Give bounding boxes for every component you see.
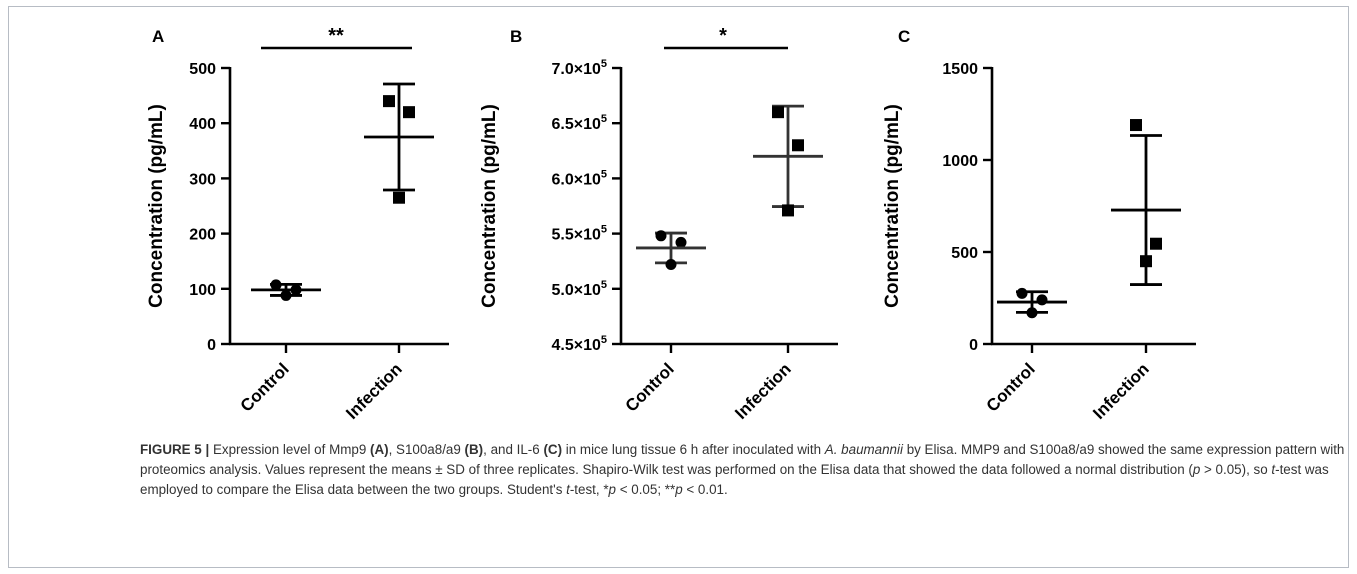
- caption-panel-ref: (B): [464, 442, 484, 457]
- significance-label: **: [328, 25, 344, 47]
- x-tick-label: Infection: [342, 359, 406, 423]
- data-point-circle: [665, 259, 677, 271]
- chart-panel-a: A 0 100 200 300 400 500 Concentration (pg/mL) Co…: [146, 25, 449, 423]
- data-point-square: [1150, 237, 1162, 250]
- data-point-square: [782, 204, 794, 217]
- data-point-square: [393, 191, 405, 204]
- chart-panel-c: C 0 500 1000 1500 Concentration (pg/mL) Contro…: [882, 27, 1196, 423]
- data-point-square: [403, 106, 415, 119]
- y-tick-label: 4.5×105: [551, 334, 607, 354]
- x-tick-label: Infection: [1089, 359, 1153, 423]
- caption-species: A. baumannii: [824, 442, 903, 457]
- data-point-square: [383, 95, 395, 108]
- caption-text: in mice lung tissue 6 h after inoculated…: [562, 442, 825, 457]
- data-point-circle: [270, 279, 282, 291]
- data-point-circle: [1016, 287, 1028, 299]
- y-tick-label: 7.0×105: [551, 58, 607, 78]
- caption-text: > 0.05), so: [1200, 462, 1272, 477]
- figure-panels: A 0 100 200 300 400 500 Concentration (pg/mL) Co…: [146, 25, 1196, 423]
- data-point-circle: [1036, 294, 1048, 306]
- caption-italic: t: [566, 482, 570, 497]
- x-tick-label: Infection: [731, 359, 795, 423]
- y-tick-label: 400: [189, 116, 216, 133]
- data-point-square: [772, 106, 784, 119]
- caption-italic: p: [608, 482, 616, 497]
- data-point-circle: [1026, 307, 1038, 319]
- caption-text: , and IL-6: [483, 442, 544, 457]
- significance-label: *: [719, 25, 727, 47]
- caption-text: < 0.01.: [682, 482, 728, 497]
- data-point-circle: [675, 236, 687, 248]
- panel-letter: B: [510, 27, 522, 46]
- caption-italic: p: [1192, 462, 1201, 477]
- y-tick-label: 200: [189, 227, 216, 244]
- y-tick-label: 500: [189, 61, 216, 78]
- data-point-circle: [280, 289, 292, 301]
- caption-text: < 0.05; **: [616, 482, 676, 497]
- x-tick-label: Control: [983, 359, 1039, 415]
- caption-text: Expression level of Mmp9: [209, 442, 370, 457]
- figure-caption: FIGURE 5 | Expression level of Mmp9 (A),…: [140, 440, 1345, 500]
- figure-frame: [8, 6, 1349, 568]
- data-point-square: [792, 139, 804, 152]
- y-tick-label: 300: [189, 171, 216, 188]
- y-tick-label: 500: [951, 245, 978, 262]
- y-axis-label: Concentration (pg/mL): [479, 104, 500, 308]
- y-tick-label: 1000: [942, 153, 978, 170]
- caption-italic: t: [1271, 462, 1276, 477]
- caption-panel-ref: (A): [370, 442, 389, 457]
- chart-panel-b: B 4.5×105 5.0×105 5.5×105 6.0×105 6.5×105 7.0×…: [479, 25, 838, 423]
- figure-label: FIGURE 5 |: [140, 442, 210, 457]
- data-point-square: [1140, 255, 1152, 268]
- y-tick-label: 1500: [942, 61, 978, 78]
- y-tick-label: 0: [969, 337, 978, 354]
- caption-text: -test, *: [569, 482, 609, 497]
- y-tick-label: 0: [207, 337, 216, 354]
- caption-italic: p: [675, 482, 683, 497]
- y-axis-label: Concentration (pg/mL): [882, 104, 903, 308]
- x-tick-label: Control: [237, 359, 293, 415]
- y-tick-label: 100: [189, 282, 216, 299]
- caption-text: by Elisa. MMP9 and S100a8/a9 showed the …: [140, 442, 1345, 477]
- x-tick-label: Control: [622, 359, 678, 415]
- data-point-square: [1130, 119, 1142, 132]
- y-axis-label: Concentration (pg/mL): [146, 104, 167, 308]
- y-tick-label: 5.5×105: [551, 224, 607, 244]
- caption-panel-ref: (C): [543, 442, 563, 457]
- data-point-circle: [655, 230, 667, 242]
- y-tick-label: 6.0×105: [551, 168, 607, 188]
- caption-text: , S100a8/a9: [388, 442, 465, 457]
- y-tick-label: 6.5×105: [551, 113, 607, 133]
- panel-letter: C: [898, 27, 910, 46]
- caption-text: -test was employed to compare the Elisa …: [140, 462, 1329, 497]
- panel-letter: A: [152, 27, 164, 46]
- y-tick-label: 5.0×105: [551, 279, 607, 299]
